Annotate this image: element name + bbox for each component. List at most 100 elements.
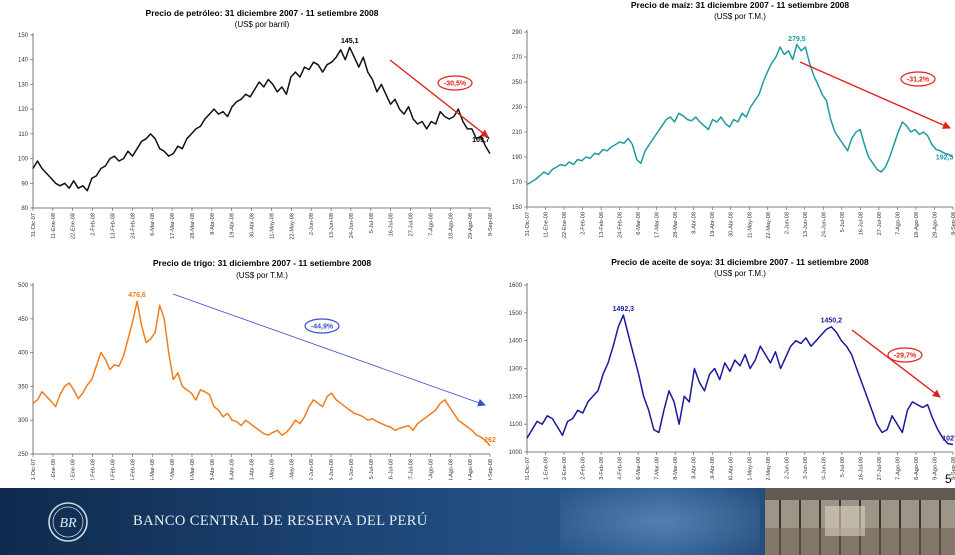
x-tick-label: 28-Mar-08 xyxy=(673,212,679,238)
x-tick-label: 29-Ago-08 xyxy=(932,212,938,238)
data-label: 109,7 xyxy=(472,137,490,144)
y-tick-label: 1600 xyxy=(509,283,523,289)
x-tick-label: 22-Ene-08 xyxy=(71,213,77,239)
x-tick-label: 24-Feb-08 xyxy=(618,212,624,238)
x-tick-label: 28-Mar-08 xyxy=(190,459,196,480)
data-label: 1450,2 xyxy=(821,318,843,325)
x-tick-label: 9-Sep-08 xyxy=(488,213,494,236)
x-tick-label: 13-Jun-08 xyxy=(803,457,809,480)
chart-4: Precio de aceite de soya: 31 diciembre 2… xyxy=(509,257,955,480)
trend-arrow xyxy=(851,329,941,398)
x-tick-label: 11-Ene-08 xyxy=(51,213,57,239)
x-tick-label: 8-Abr-08 xyxy=(692,457,698,479)
y-tick-label: 150 xyxy=(18,33,29,39)
page-number: 5 xyxy=(945,472,952,486)
x-tick-label: 13-Feb-08 xyxy=(110,459,116,480)
x-tick-label: 24-Jun-08 xyxy=(821,457,827,480)
x-tick-label: 24-Jun-08 xyxy=(821,212,827,237)
y-tick-label: 80 xyxy=(21,206,28,212)
x-tick-label: 6-Mar-08 xyxy=(150,213,156,236)
chart-subtitle: (US$ por T.M.) xyxy=(714,269,766,278)
x-tick-label: 24-Feb-08 xyxy=(130,213,136,239)
x-tick-label: 18-Ago-08 xyxy=(448,213,454,239)
y-tick-label: 1300 xyxy=(509,367,523,373)
x-tick-label: 9-Sep-08 xyxy=(951,212,955,235)
x-tick-label: 2-Jun-08 xyxy=(309,213,315,235)
change-label: -31,2% xyxy=(907,77,930,84)
x-tick-label: 19-Abr-08 xyxy=(710,457,716,480)
chart-1: Precio de petróleo: 31 diciembre 2007 - … xyxy=(18,8,494,240)
x-tick-label: 18-Ago-08 xyxy=(914,457,920,480)
x-tick-label: 31-Dic-07 xyxy=(31,213,37,237)
change-oval xyxy=(887,347,923,363)
x-tick-label: 5-Jul-08 xyxy=(369,459,375,479)
x-tick-label: 22-May-08 xyxy=(766,457,772,480)
x-tick-label: 7-Ago-08 xyxy=(428,459,434,480)
chart-title: Precio de trigo: 31 diciembre 2007 - 11 … xyxy=(153,258,372,268)
y-tick-label: 300 xyxy=(18,418,29,424)
x-tick-label: 31-Dic-07 xyxy=(525,212,531,236)
x-tick-label: 2-Feb-08 xyxy=(581,212,587,235)
x-tick-label: 18-Ago-08 xyxy=(448,459,454,480)
x-tick-label: 2-Jun-08 xyxy=(784,457,790,479)
x-tick-label: 19-Abr-08 xyxy=(230,213,236,238)
y-tick-label: 450 xyxy=(18,317,29,323)
x-tick-label: 5-Jul-08 xyxy=(369,213,375,233)
x-tick-label: 16-Jul-08 xyxy=(389,459,395,480)
x-tick-label: 8-Abr-08 xyxy=(210,459,216,480)
x-tick-label: 8-Abr-08 xyxy=(210,213,216,235)
change-label: -29,7% xyxy=(894,353,917,360)
x-tick-label: 29-Ago-08 xyxy=(468,213,474,239)
x-tick-label: 17-Mar-08 xyxy=(655,457,661,480)
x-tick-label: 2-Jun-08 xyxy=(784,212,790,234)
x-tick-label: 28-Mar-08 xyxy=(673,457,679,480)
x-tick-label: 13-Jun-08 xyxy=(329,213,335,238)
x-tick-label: 22-Ene-08 xyxy=(71,459,77,480)
x-tick-label: 7-Ago-08 xyxy=(895,212,901,235)
x-tick-label: 13-Feb-08 xyxy=(110,213,116,239)
y-tick-label: 290 xyxy=(512,30,523,36)
x-tick-label: 11-May-08 xyxy=(269,459,275,480)
x-tick-label: 5-Jul-08 xyxy=(840,457,846,477)
x-tick-label: 31-Dic-07 xyxy=(31,459,37,480)
data-label: 279,5 xyxy=(788,36,806,43)
x-tick-label: 2-Feb-08 xyxy=(581,457,587,480)
x-tick-label: 17-Mar-08 xyxy=(170,213,176,239)
x-tick-label: 17-Mar-08 xyxy=(655,212,661,238)
x-tick-label: 27-Jul-08 xyxy=(409,459,415,480)
y-tick-label: 250 xyxy=(18,452,29,458)
x-tick-label: 22-Ene-08 xyxy=(562,212,568,238)
x-tick-label: 22-Ene-08 xyxy=(562,457,568,480)
chart-title: Precio de maíz: 31 diciembre 2007 - 11 s… xyxy=(631,0,850,10)
charts-area: Precio de petróleo: 31 diciembre 2007 - … xyxy=(18,0,955,480)
x-tick-label: 7-Ago-08 xyxy=(895,457,901,480)
data-label: 1492,3 xyxy=(613,306,635,313)
series-line xyxy=(526,314,954,446)
x-tick-label: 2-Feb-08 xyxy=(91,213,97,236)
x-tick-label: 30-Abr-08 xyxy=(250,213,256,238)
x-tick-label: 5-Jul-08 xyxy=(840,212,846,232)
y-tick-label: 500 xyxy=(18,283,29,289)
y-tick-label: 90 xyxy=(21,181,28,187)
change-label: -44,9% xyxy=(311,324,334,331)
x-tick-label: 6-Mar-08 xyxy=(636,212,642,235)
data-label: 262 xyxy=(484,437,496,444)
x-tick-label: 2-Jun-08 xyxy=(309,459,315,480)
building-photo xyxy=(765,488,955,555)
y-tick-label: 150 xyxy=(512,205,523,211)
x-tick-label: 30-Abr-08 xyxy=(729,457,735,480)
chart-subtitle: (US$ por barril) xyxy=(235,20,290,29)
series-line xyxy=(526,43,954,186)
y-tick-label: 1500 xyxy=(509,311,523,317)
change-oval xyxy=(304,318,340,334)
change-oval xyxy=(437,75,473,91)
x-tick-label: 28-Mar-08 xyxy=(190,213,196,239)
x-tick-label: 18-Ago-08 xyxy=(914,212,920,238)
x-tick-label: 19-Abr-08 xyxy=(230,459,236,480)
trend-arrow xyxy=(799,61,951,129)
x-tick-label: 16-Jul-08 xyxy=(389,213,395,236)
x-tick-label: 11-May-08 xyxy=(269,213,275,239)
data-label: 192,5 xyxy=(936,154,954,161)
y-tick-label: 140 xyxy=(18,58,29,64)
x-tick-label: 6-Mar-08 xyxy=(150,459,156,480)
